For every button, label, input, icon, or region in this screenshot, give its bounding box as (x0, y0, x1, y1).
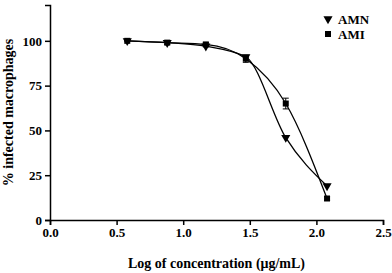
x-tick-label: 0.0 (42, 225, 58, 240)
y-axis: 0 25 50 75 100 (23, 6, 51, 228)
error-bar (243, 55, 249, 62)
y-tick-label: 25 (29, 168, 43, 183)
x-tick-label: 0.5 (109, 225, 126, 240)
data-point (124, 38, 130, 44)
y-tick-mark (45, 85, 50, 87)
data-point (324, 196, 330, 202)
y-tick-label: 75 (29, 78, 43, 93)
x-tick: 0.5 (109, 220, 126, 240)
y-tick: 50 (29, 123, 50, 138)
x-tick: 0.0 (42, 220, 58, 240)
x-tick-label: 2.0 (309, 225, 325, 240)
x-axis: 0.0 0.5 1.0 1.5 2.0 2.5 (42, 220, 392, 240)
y-tick-label: 50 (29, 123, 42, 138)
y-tick: 25 (29, 168, 50, 183)
y-axis-title: % infected macrophages (1, 38, 16, 186)
y-tick: 0 (36, 213, 51, 228)
x-tick-label: 2.5 (375, 225, 392, 240)
error-bar-cap (243, 55, 249, 56)
chart: 0.0 0.5 1.0 1.5 2.0 2.5 0 25 50 75 100 AMNAMI Log of… (0, 0, 392, 273)
y-tick-label: 100 (23, 33, 43, 48)
legend: AMNAMI (323, 12, 369, 42)
x-tick-label: 1.0 (176, 225, 192, 240)
marks (123, 38, 332, 202)
series-line (127, 41, 327, 199)
data-point (203, 41, 209, 47)
data-point (163, 40, 172, 48)
x-tick: 1.0 (176, 220, 192, 240)
series-line (127, 41, 327, 186)
y-tick: 100 (23, 33, 51, 48)
x-axis-title: Log of concentration (μg/mL) (128, 256, 305, 272)
legend-marker (325, 31, 331, 37)
y-tick: 75 (29, 78, 50, 93)
error-bar-cap (243, 62, 249, 63)
error-bar-cap (283, 98, 289, 99)
data-point (283, 101, 289, 107)
error-bar-cap (283, 108, 289, 109)
y-tick-label: 0 (36, 213, 43, 228)
y-tick-mark (45, 220, 50, 222)
x-tick: 1.5 (242, 220, 259, 240)
legend-label: AMN (338, 12, 370, 27)
data-point (123, 38, 132, 46)
y-tick-mark (45, 41, 50, 43)
x-axis-line (51, 221, 384, 226)
legend-label: AMI (338, 27, 365, 42)
data-point (164, 40, 170, 46)
data-point (243, 56, 249, 62)
x-tick-label: 1.5 (242, 225, 259, 240)
y-tick-mark (45, 175, 50, 177)
plot: 0.0 0.5 1.0 1.5 2.0 2.5 0 25 50 75 100 AMNAMI (23, 6, 392, 241)
y-axis-line (45, 6, 51, 221)
error-bar (283, 98, 289, 109)
data-point (281, 135, 290, 143)
legend-marker (323, 16, 332, 24)
y-tick-mark (45, 130, 50, 132)
x-tick: 2.0 (309, 220, 325, 240)
x-tick: 2.5 (375, 220, 392, 240)
